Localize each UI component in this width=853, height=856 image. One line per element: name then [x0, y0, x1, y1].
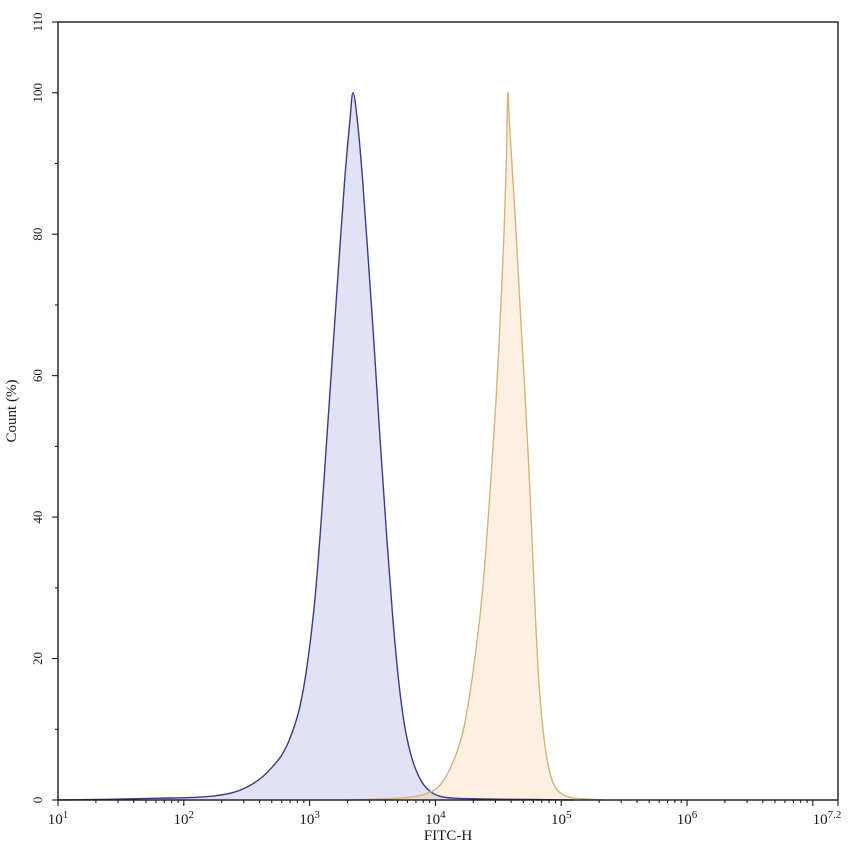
x-tick-label: 103	[299, 809, 320, 828]
y-tick-label: 100	[30, 83, 45, 103]
x-axis-title: FITC-H	[424, 828, 473, 844]
orange-population-fill	[347, 92, 606, 800]
blue-population-fill	[58, 92, 574, 801]
y-tick-label: 110	[30, 12, 45, 31]
x-tick-label: 107.2	[813, 809, 842, 828]
x-tick-label: 102	[174, 809, 195, 828]
y-tick-label: 40	[30, 511, 45, 524]
y-axis-title: Count (%)	[4, 380, 20, 443]
series-fills	[58, 92, 606, 801]
series-strokes	[57, 91, 606, 801]
y-tick-label: 80	[30, 228, 45, 241]
x-tick-label: 104	[425, 809, 446, 828]
x-tick-label: 101	[48, 809, 69, 828]
y-tick-label: 60	[30, 369, 45, 382]
y-tick-label: 0	[30, 797, 45, 804]
blue-population-curve	[57, 92, 575, 801]
x-tick-label: 105	[551, 809, 572, 828]
x-tick-label: 106	[677, 809, 698, 828]
y-tick-label: 20	[30, 652, 45, 665]
orange-population-curve	[346, 91, 606, 801]
axis-tick-labels: 101 102 103 104 105 106 107.2 0 20 40 60 80 100 110	[30, 12, 841, 828]
plot-area-border	[57, 21, 839, 801]
axis-ticks	[52, 21, 839, 806]
